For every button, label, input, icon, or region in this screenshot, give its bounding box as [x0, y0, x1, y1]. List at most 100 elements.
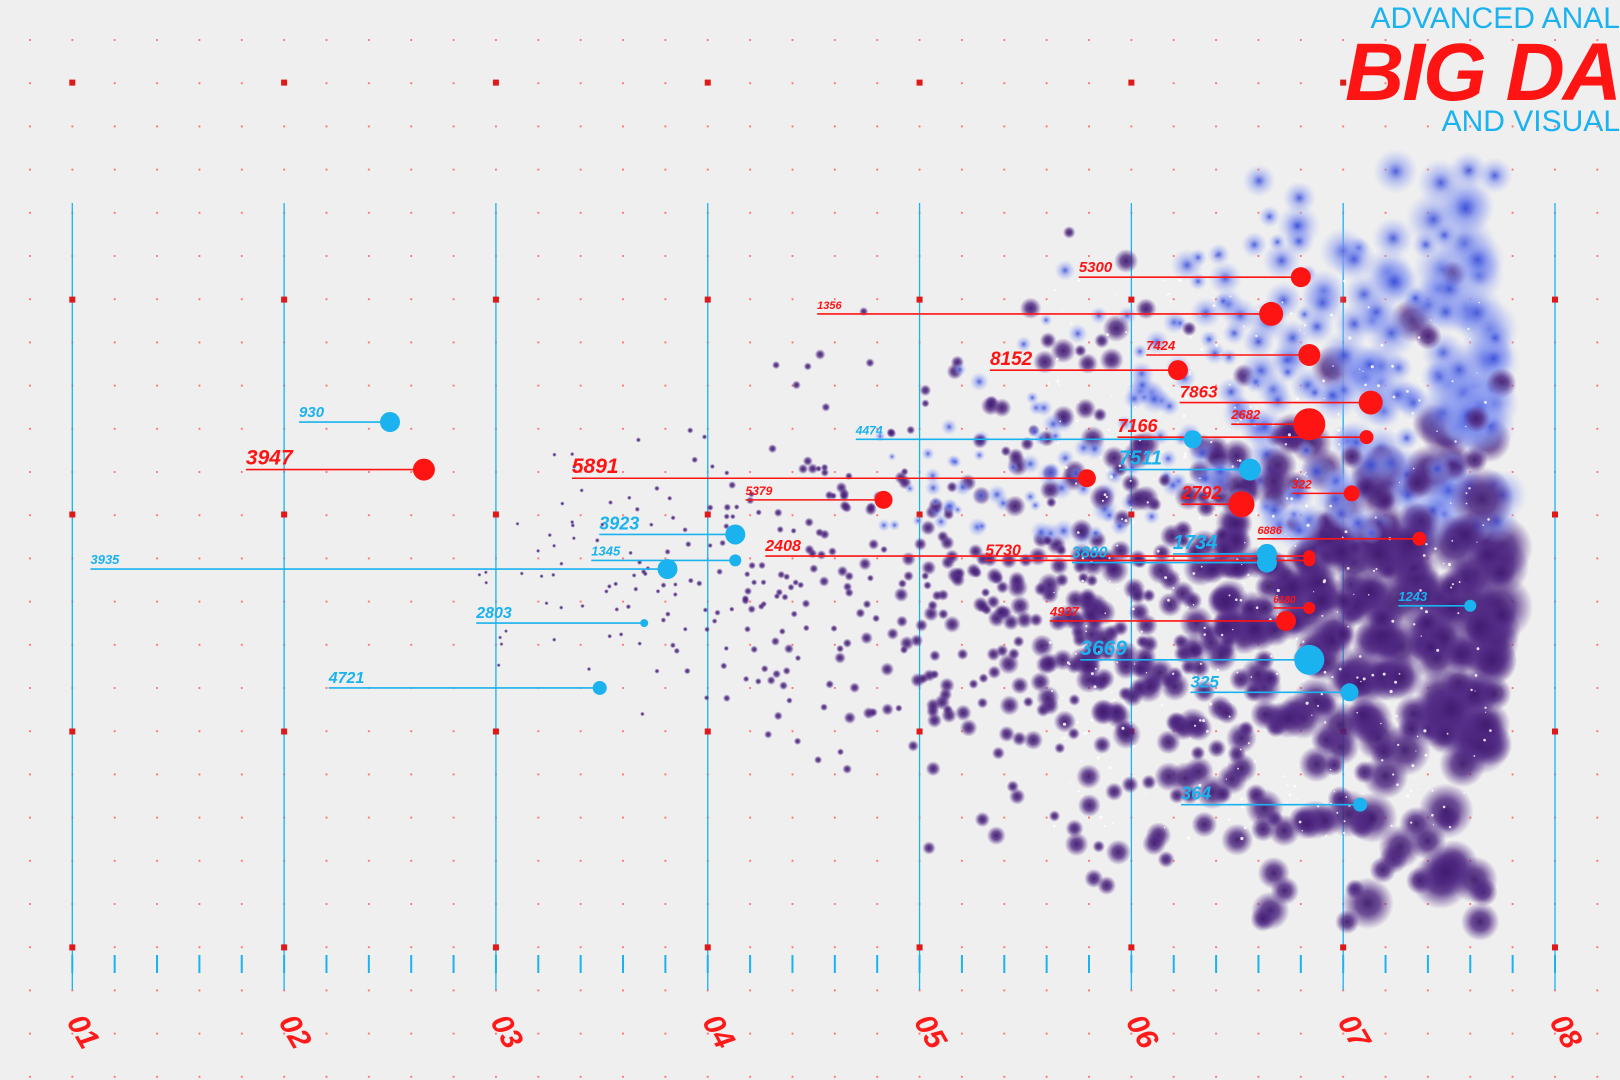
sparkle	[1080, 760, 1083, 763]
cloud-dot	[927, 600, 938, 611]
sparkle	[1239, 417, 1243, 421]
sparkle	[1374, 516, 1377, 519]
cloud-dot	[1274, 319, 1311, 356]
cloud-dot	[821, 402, 831, 412]
cloud-dot	[855, 608, 866, 619]
cloud-dot	[744, 625, 751, 633]
sparkle	[1145, 451, 1147, 453]
sparkle	[1208, 330, 1211, 332]
cloud-dot	[1039, 313, 1053, 327]
sparkle	[1424, 753, 1428, 757]
point-label: 930	[299, 404, 325, 421]
sparkle	[1389, 689, 1393, 694]
cloud-dot	[654, 485, 660, 492]
cloud-dot	[807, 463, 819, 475]
sparkle	[1270, 655, 1273, 658]
sparkle	[1465, 492, 1468, 495]
sparkle	[1114, 293, 1117, 295]
sparkle	[1129, 453, 1131, 455]
cloud-dot	[570, 451, 575, 457]
cloud-dot	[880, 545, 888, 554]
sparkle	[1419, 589, 1422, 592]
sparkle	[1183, 455, 1187, 459]
grid-node	[1128, 79, 1135, 86]
grid-node	[704, 296, 711, 303]
cloud-dot	[1053, 710, 1077, 733]
cloud-dot	[1283, 212, 1311, 240]
cloud-dot	[1110, 516, 1130, 536]
cloud-dot	[924, 467, 941, 484]
point-label: 364	[1181, 784, 1211, 804]
cloud-dot	[912, 515, 924, 527]
cloud-dot	[1042, 535, 1054, 546]
sparkle	[1081, 794, 1083, 797]
cloud-dot	[722, 694, 731, 703]
cloud-dot	[1423, 455, 1452, 483]
sparkle	[1317, 805, 1320, 808]
sparkle	[1411, 764, 1415, 768]
cloud-dot	[773, 711, 783, 721]
cloud-dot	[974, 811, 991, 828]
sparkle	[1056, 442, 1059, 445]
sparkle	[1276, 588, 1280, 593]
chart-title: BIG DA	[1345, 27, 1620, 118]
point-label: 2408	[764, 538, 801, 555]
point	[1303, 601, 1316, 614]
sparkle	[1051, 690, 1053, 692]
point-label: 2682	[1230, 407, 1261, 422]
cloud-dot	[1242, 164, 1276, 198]
sparkle	[1198, 392, 1202, 396]
sparkle	[1139, 424, 1143, 428]
point	[874, 490, 893, 509]
point-label: 6886	[1257, 525, 1282, 537]
sparkle	[1131, 607, 1135, 611]
sparkle	[1255, 512, 1258, 515]
sparkle	[1418, 378, 1420, 380]
cloud-dot	[607, 633, 613, 639]
sparkle	[1103, 493, 1107, 496]
point-label: 1356	[817, 300, 842, 312]
sparkle	[1321, 614, 1324, 617]
sparkle	[1200, 565, 1203, 568]
cloud-dot	[672, 592, 678, 597]
sparkle	[1420, 635, 1423, 637]
sparkle	[1356, 711, 1358, 714]
sparkle	[1381, 759, 1384, 762]
cloud-dot	[637, 641, 642, 646]
grid-node	[1552, 511, 1558, 518]
cloud-dot	[783, 643, 794, 654]
sparkle	[1242, 325, 1245, 328]
sparkle	[1431, 813, 1434, 817]
sparkle	[1473, 755, 1476, 757]
cloud-dot	[864, 503, 877, 516]
sparkle	[1182, 414, 1186, 418]
cloud-dot	[770, 636, 781, 647]
grid-node	[704, 511, 711, 518]
cloud-dot	[634, 506, 640, 512]
sparkle	[1324, 721, 1327, 724]
cloud-dot	[921, 560, 937, 576]
cloud-dot	[1462, 405, 1491, 433]
sparkle	[1336, 811, 1339, 814]
point-label: 3880	[1072, 545, 1108, 562]
cloud-dot	[1365, 306, 1418, 360]
cloud-dot	[704, 626, 710, 633]
sparkle	[1191, 367, 1193, 369]
point-label: 2792	[1181, 483, 1222, 503]
grid-node	[69, 511, 76, 518]
sparkle	[1417, 788, 1419, 791]
grid-node	[704, 728, 711, 735]
sparkle	[1273, 662, 1276, 664]
grid-node	[492, 511, 499, 518]
cloud-dot	[748, 490, 755, 498]
cloud-dot	[1160, 671, 1190, 702]
cloud-dot	[719, 539, 726, 547]
cloud-dot	[881, 703, 894, 716]
cloud-dot	[1330, 621, 1355, 646]
cloud-dot	[1282, 181, 1317, 215]
sparkle	[1199, 662, 1202, 665]
sparkle	[1345, 796, 1348, 798]
cloud-dot	[1168, 787, 1186, 804]
sparkle	[1343, 279, 1346, 283]
cloud-dot	[1245, 783, 1267, 806]
